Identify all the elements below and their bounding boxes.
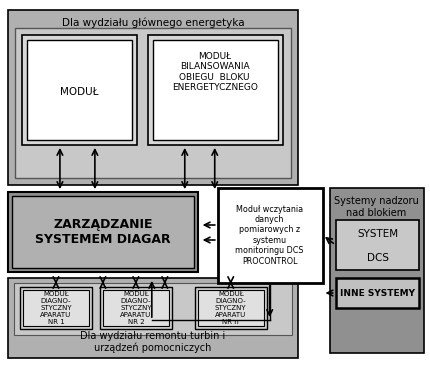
Text: ZARZĄDZANIE
SYSTEMEM DIAGAR: ZARZĄDZANIE SYSTEMEM DIAGAR bbox=[35, 218, 170, 246]
Text: MODUŁ
DIAGNO-
STYCZNY
APARATU
NR 2: MODUŁ DIAGNO- STYCZNY APARATU NR 2 bbox=[120, 291, 151, 325]
Bar bbox=[103, 290, 169, 326]
Bar bbox=[27, 40, 132, 140]
Bar bbox=[194, 287, 266, 329]
Bar bbox=[22, 35, 136, 145]
Text: INNE SYSTEMY: INNE SYSTEMY bbox=[339, 289, 414, 299]
Bar bbox=[8, 10, 297, 185]
Text: MODUŁ
DIAGNO-
STYCZNY
APARATU
NR 1: MODUŁ DIAGNO- STYCZNY APARATU NR 1 bbox=[40, 291, 71, 325]
Text: Systemy nadzoru
nad blokiem: Systemy nadzoru nad blokiem bbox=[333, 196, 418, 218]
Bar bbox=[23, 290, 89, 326]
Text: SYSTEM

DCS: SYSTEM DCS bbox=[356, 229, 397, 263]
Text: MODUŁ: MODUŁ bbox=[59, 87, 98, 97]
Bar bbox=[14, 283, 291, 335]
Bar bbox=[100, 287, 172, 329]
Text: Dla wydziału remontu turbin i
urządzeń pomocniczych: Dla wydziału remontu turbin i urządzeń p… bbox=[80, 331, 225, 353]
Bar bbox=[217, 188, 322, 283]
Text: MODUŁ
DIAGNO-
STYCZNY
APARATU
NR n: MODUŁ DIAGNO- STYCZNY APARATU NR n bbox=[215, 291, 246, 325]
Bar bbox=[15, 28, 290, 178]
Bar bbox=[12, 196, 194, 268]
Bar bbox=[329, 188, 424, 353]
Bar bbox=[153, 40, 277, 140]
Text: Moduł wczytania
danych
pomiarowych z
systemu
monitoringu DCS
PROCONTROL: Moduł wczytania danych pomiarowych z sys… bbox=[235, 205, 303, 266]
Bar bbox=[335, 220, 418, 270]
Bar bbox=[8, 192, 197, 272]
Bar bbox=[147, 35, 282, 145]
Text: MODUŁ
BILANSOWANIA
OBIEGU  BLOKU
ENERGETYCZNEGO: MODUŁ BILANSOWANIA OBIEGU BLOKU ENERGETY… bbox=[172, 52, 257, 92]
Bar bbox=[8, 278, 297, 358]
Bar bbox=[197, 290, 263, 326]
Bar bbox=[335, 278, 418, 308]
Text: Dla wydziału głównego energetyka: Dla wydziału głównego energetyka bbox=[61, 18, 243, 28]
Bar bbox=[20, 287, 92, 329]
